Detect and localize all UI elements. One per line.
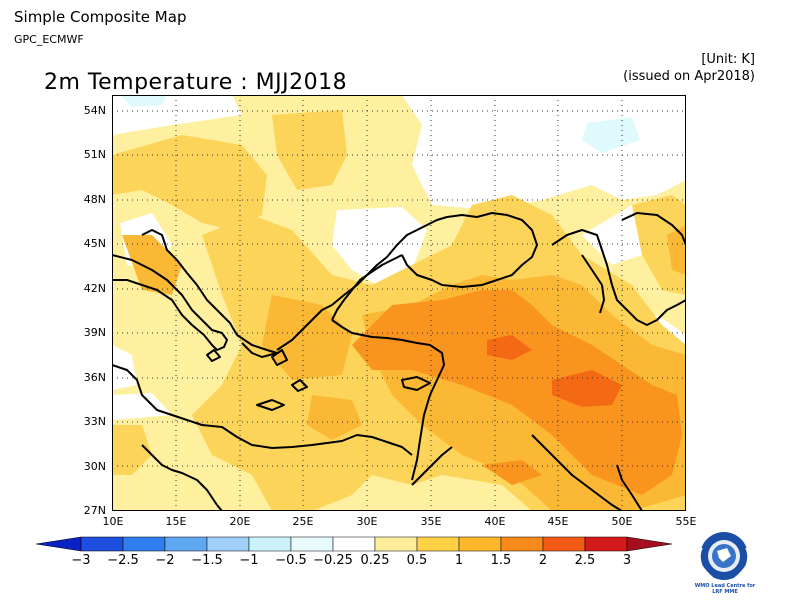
- temperature-map: [112, 95, 686, 511]
- header-subtitle: GPC_ECMWF: [14, 33, 84, 46]
- lon-label-30e: 30E: [356, 515, 378, 528]
- lat-label-33n: 33N: [83, 415, 106, 428]
- lon-label-25e: 25E: [292, 515, 314, 528]
- lon-label-20e: 20E: [229, 515, 251, 528]
- colorbar-bin: [374, 536, 418, 552]
- lat-label-36n: 36N: [83, 371, 106, 384]
- colorbar-label: 2: [538, 553, 548, 568]
- colorbar-bin: [542, 536, 586, 552]
- colorbar-bin: [164, 536, 208, 552]
- lon-label-55e: 55E: [675, 515, 697, 528]
- colorbar-bin: [332, 536, 376, 552]
- colorbar-label: 0.25: [360, 553, 390, 568]
- colorbar-bin: [206, 536, 250, 552]
- colorbar: [36, 536, 672, 552]
- colorbar-label: 0.5: [406, 553, 428, 568]
- colorbar-label: 3: [622, 553, 632, 568]
- colorbar-bin: [584, 536, 628, 552]
- colorbar-arrow-high: [626, 536, 672, 552]
- lat-label-39n: 39N: [83, 326, 106, 339]
- colorbar-label: −0.25: [313, 553, 353, 568]
- grid-lines: [112, 95, 686, 511]
- colorbar-label: −2.5: [107, 553, 139, 568]
- neg-anomaly-north: [120, 95, 167, 107]
- colorbar-label: −0.5: [275, 553, 307, 568]
- header-title: Simple Composite Map: [14, 8, 187, 26]
- lat-label-42n: 42N: [83, 282, 106, 295]
- wmo-logo: [699, 532, 749, 580]
- colorbar-label: −3: [71, 553, 91, 568]
- lat-label-48n: 48N: [83, 193, 106, 206]
- colorbar-label: −1.5: [191, 553, 223, 568]
- colorbar-bin: [290, 536, 334, 552]
- lon-label-50e: 50E: [611, 515, 633, 528]
- lat-label-30n: 30N: [83, 460, 106, 473]
- colorbar-bin: [458, 536, 502, 552]
- wmo-logo-caption: WMO Lead Centre for LRF MME: [694, 583, 756, 595]
- lat-label-51n: 51N: [83, 148, 106, 161]
- colorbar-label: −1: [239, 553, 259, 568]
- map-title: 2m Temperature : MJJ2018: [44, 70, 348, 95]
- anomaly-fill-2: [487, 335, 622, 407]
- neg-anomaly-east: [582, 117, 640, 153]
- lat-label-45n: 45N: [83, 237, 106, 250]
- colorbar-label: 2.5: [574, 553, 596, 568]
- colorbar-bin: [500, 536, 544, 552]
- colorbar-arrow-low: [36, 536, 82, 552]
- lon-label-45e: 45E: [547, 515, 569, 528]
- lat-label-54n: 54N: [83, 104, 106, 117]
- colorbar-bin: [248, 536, 292, 552]
- colorbar-bin: [80, 536, 124, 552]
- lat-label-27n: 27N: [83, 504, 106, 517]
- lon-label-10e: 10E: [102, 515, 124, 528]
- colorbar-label: −2: [155, 553, 175, 568]
- colorbar-label: 1: [454, 553, 464, 568]
- lon-label-40e: 40E: [484, 515, 506, 528]
- lon-label-15e: 15E: [165, 515, 187, 528]
- coastlines: [112, 212, 686, 511]
- issued-label: (issued on Apr2018): [623, 69, 755, 84]
- lon-label-35e: 35E: [420, 515, 442, 528]
- map-frame: [112, 95, 686, 511]
- unit-label: [Unit: K]: [701, 52, 755, 67]
- colorbar-bin: [122, 536, 166, 552]
- colorbar-label: 1.5: [490, 553, 512, 568]
- colorbar-bin: [416, 536, 460, 552]
